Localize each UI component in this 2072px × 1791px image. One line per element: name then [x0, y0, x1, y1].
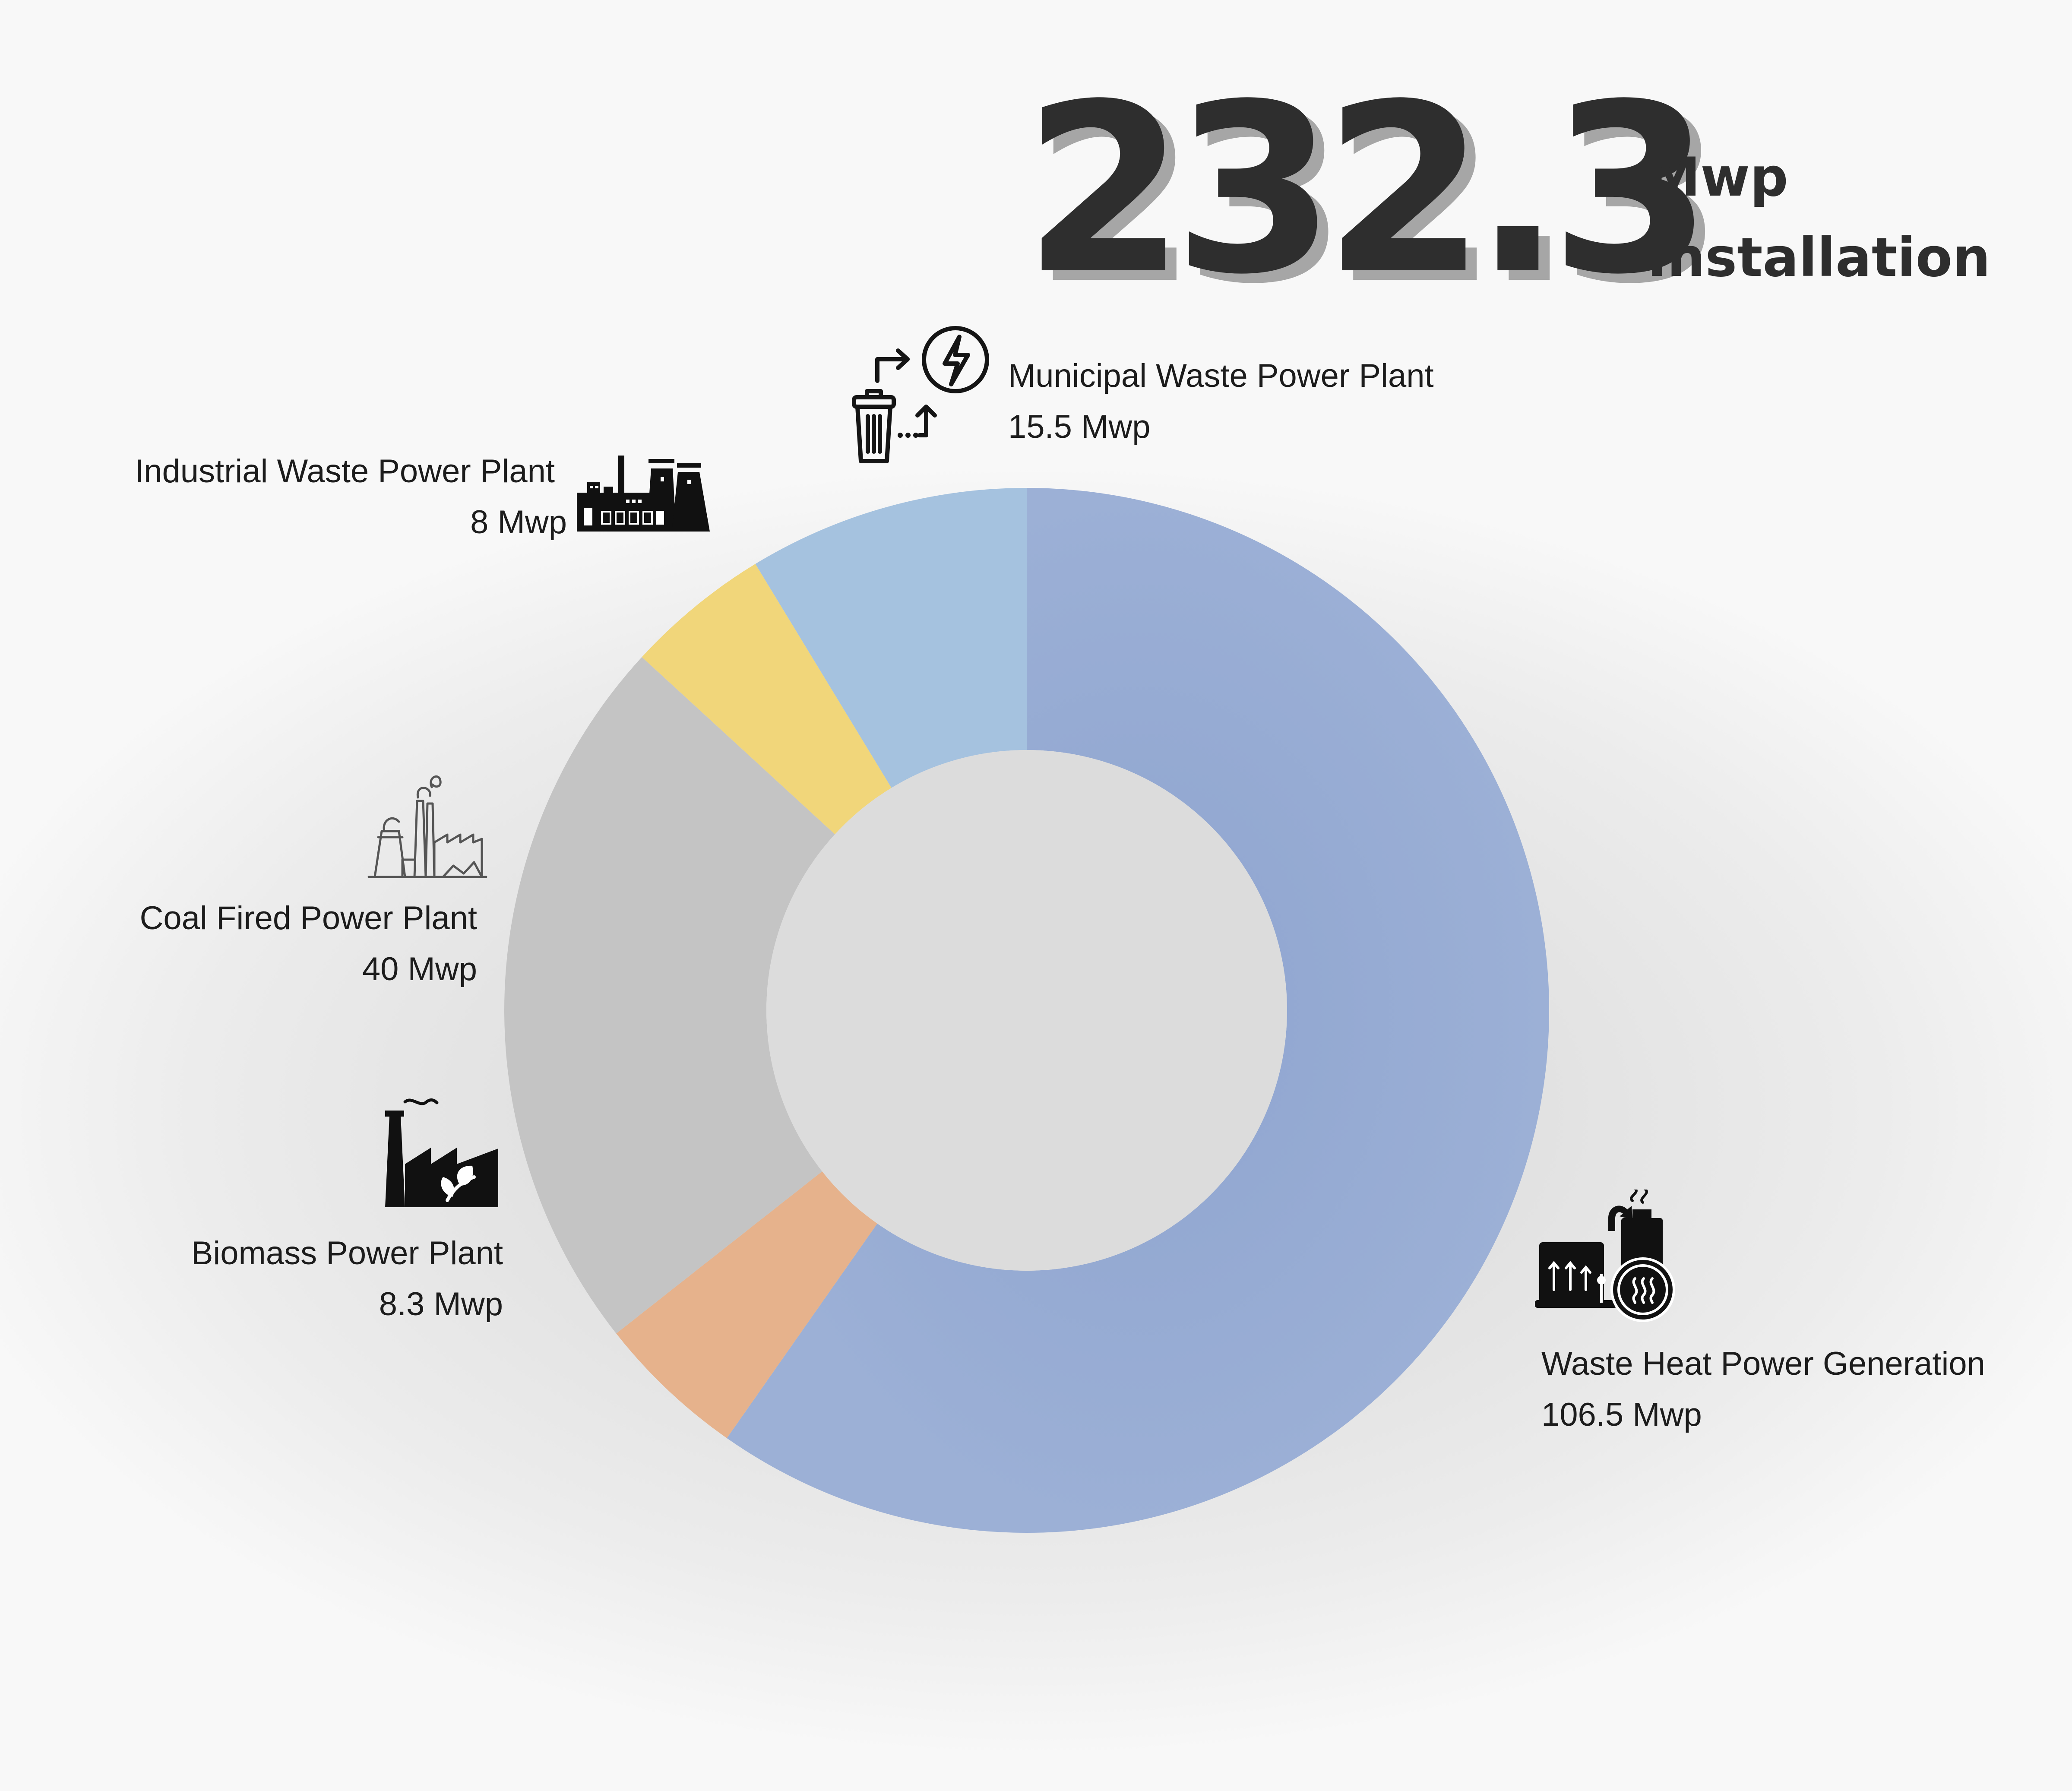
slice-value: 40 Mwp — [362, 951, 477, 987]
slice-name: Industrial Waste Power Plant — [135, 453, 555, 490]
slice-industrial-waste-power-plant — [642, 564, 892, 835]
slice-waste-heat-power-generation — [727, 488, 1549, 1533]
slice-value: 8 Mwp — [470, 504, 567, 541]
biomass-factory-icon — [385, 1098, 498, 1207]
slice-coal-fired-power-plant — [504, 657, 835, 1334]
label-biomass: Biomass Power Plant 8.3 Mwp — [191, 1228, 503, 1330]
label-waste-heat: Waste Heat Power Generation 106.5 Mwp — [1541, 1339, 1985, 1440]
slice-value: 106.5 Mwp — [1541, 1396, 1702, 1433]
slice-name: Waste Heat Power Generation — [1541, 1345, 1985, 1382]
coal-plant-icon — [367, 775, 487, 878]
waste-to-energy-icon — [852, 326, 989, 463]
slice-biomass-power-plant — [616, 1171, 877, 1438]
slice-municipal-waste-power-plant — [755, 488, 1027, 788]
total-capacity-value: 232.3 — [1023, 54, 1712, 326]
label-municipal-waste: Municipal Waste Power Plant 15.5 Mwp — [1008, 351, 1434, 452]
waste-heat-generator-icon — [1535, 1190, 1675, 1322]
total-caption: Installation — [1647, 227, 1991, 289]
donut-hole — [766, 750, 1287, 1271]
industrial-plant-icon — [577, 456, 710, 532]
slice-value: 15.5 Mwp — [1008, 408, 1151, 445]
slice-value: 8.3 Mwp — [379, 1286, 503, 1323]
total-capacity-caption: Mwp Installation — [1647, 137, 1990, 298]
slice-name: Biomass Power Plant — [191, 1235, 503, 1272]
label-industrial-waste: Industrial Waste Power Plant 8 Mwp — [135, 446, 567, 548]
label-coal-fired: Coal Fired Power Plant 40 Mwp — [140, 893, 477, 995]
total-unit: Mwp — [1647, 146, 1788, 209]
slice-name: Coal Fired Power Plant — [139, 900, 477, 937]
slice-name: Municipal Waste Power Plant — [1008, 358, 1434, 394]
